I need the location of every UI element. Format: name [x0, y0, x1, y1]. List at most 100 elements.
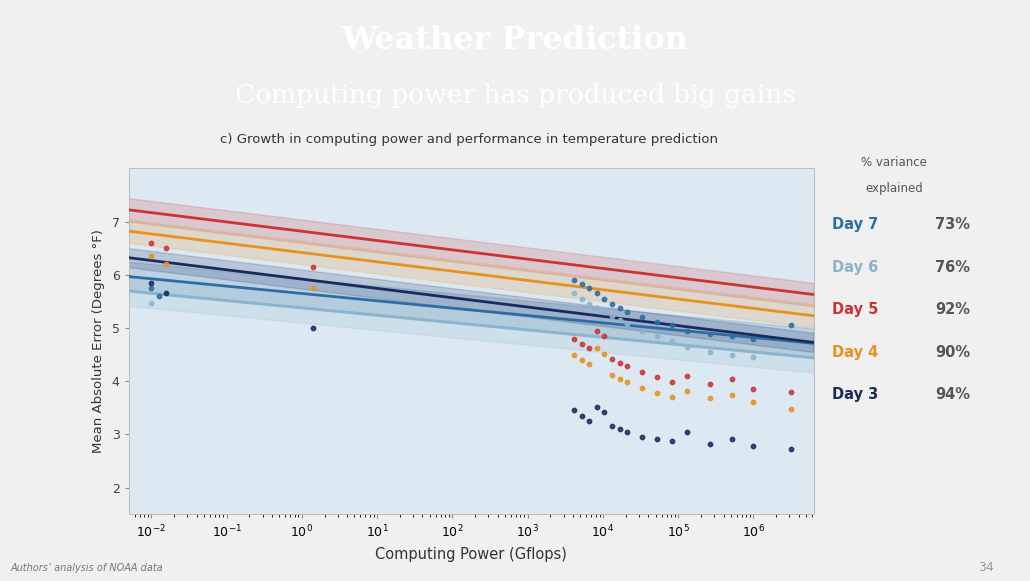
Y-axis label: Mean Absolute Error (Degrees °F): Mean Absolute Error (Degrees °F) [92, 229, 105, 453]
Point [746, 398, 762, 407]
Point [143, 252, 160, 261]
Text: Weather Prediction: Weather Prediction [342, 26, 688, 56]
Point [566, 350, 583, 359]
Point [701, 347, 718, 357]
Point [701, 439, 718, 449]
Point [574, 294, 590, 303]
Point [746, 353, 762, 362]
Point [574, 339, 590, 349]
Text: explained: explained [865, 182, 923, 195]
Point [724, 434, 741, 443]
Point [746, 442, 762, 451]
Point [619, 378, 636, 387]
Point [619, 362, 636, 371]
Point [619, 307, 636, 317]
Point [746, 385, 762, 394]
Text: Day 3: Day 3 [832, 387, 879, 402]
Point [724, 331, 741, 340]
Point [596, 331, 613, 340]
Point [664, 436, 681, 446]
Point [679, 386, 695, 396]
X-axis label: Computing Power (Gflops): Computing Power (Gflops) [375, 547, 568, 562]
Point [619, 427, 636, 436]
Text: Day 5: Day 5 [832, 302, 879, 317]
Point [679, 326, 695, 335]
Point [143, 238, 160, 248]
Point [604, 370, 620, 379]
Point [746, 334, 762, 343]
Point [611, 358, 627, 367]
Point [566, 289, 583, 298]
Point [679, 342, 695, 352]
Point [701, 330, 718, 339]
Point [619, 319, 636, 328]
Point [604, 299, 620, 309]
Text: Day 7: Day 7 [832, 217, 879, 232]
Point [649, 372, 665, 382]
Point [581, 284, 597, 293]
Point [589, 326, 606, 335]
Point [724, 390, 741, 399]
Point [305, 284, 321, 293]
Text: 34: 34 [978, 561, 994, 573]
Point [604, 311, 620, 321]
Point [159, 289, 175, 298]
Point [611, 303, 627, 313]
Point [150, 292, 167, 301]
Point [581, 343, 597, 353]
Text: 90%: 90% [935, 345, 970, 360]
Point [566, 334, 583, 343]
Point [581, 299, 597, 309]
Point [701, 379, 718, 389]
Point [143, 298, 160, 307]
Point [783, 342, 799, 352]
Point [305, 324, 321, 333]
Point [724, 350, 741, 359]
Text: 76%: 76% [935, 260, 970, 275]
Point [783, 387, 799, 396]
Point [604, 354, 620, 364]
Text: Authors’ analysis of NOAA data: Authors’ analysis of NOAA data [10, 562, 163, 572]
Point [664, 321, 681, 330]
Point [581, 360, 597, 369]
Point [664, 378, 681, 387]
Point [649, 434, 665, 443]
Point [596, 307, 613, 317]
Point [724, 374, 741, 383]
Text: Day 6: Day 6 [832, 260, 879, 275]
Point [604, 422, 620, 431]
Point [679, 371, 695, 381]
Text: 92%: 92% [935, 302, 970, 317]
Point [649, 317, 665, 327]
Point [596, 407, 613, 417]
Point [566, 275, 583, 285]
Point [596, 294, 613, 303]
Point [679, 427, 695, 436]
Point [574, 411, 590, 421]
Point [783, 444, 799, 454]
Point [633, 383, 650, 392]
Point [596, 349, 613, 358]
Point [633, 326, 650, 335]
Point [159, 243, 175, 253]
Point [143, 284, 160, 293]
Point [783, 321, 799, 330]
Point [574, 280, 590, 289]
Point [574, 356, 590, 365]
Point [633, 313, 650, 322]
Point [589, 402, 606, 411]
Point [159, 260, 175, 269]
Point [566, 406, 583, 415]
Text: % variance: % variance [861, 156, 927, 168]
Text: c) Growth in computing power and performance in temperature prediction: c) Growth in computing power and perform… [219, 134, 718, 146]
Point [581, 417, 597, 426]
Point [649, 388, 665, 397]
Point [611, 425, 627, 434]
Text: Day 4: Day 4 [832, 345, 879, 360]
Point [589, 343, 606, 353]
Text: Computing power has produced big gains: Computing power has produced big gains [235, 83, 795, 109]
Point [649, 331, 665, 340]
Point [589, 303, 606, 313]
Point [611, 315, 627, 325]
Text: 94%: 94% [935, 387, 970, 402]
